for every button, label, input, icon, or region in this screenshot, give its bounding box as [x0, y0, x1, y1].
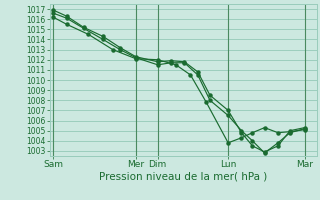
X-axis label: Pression niveau de la mer( hPa ): Pression niveau de la mer( hPa ) [99, 172, 267, 182]
